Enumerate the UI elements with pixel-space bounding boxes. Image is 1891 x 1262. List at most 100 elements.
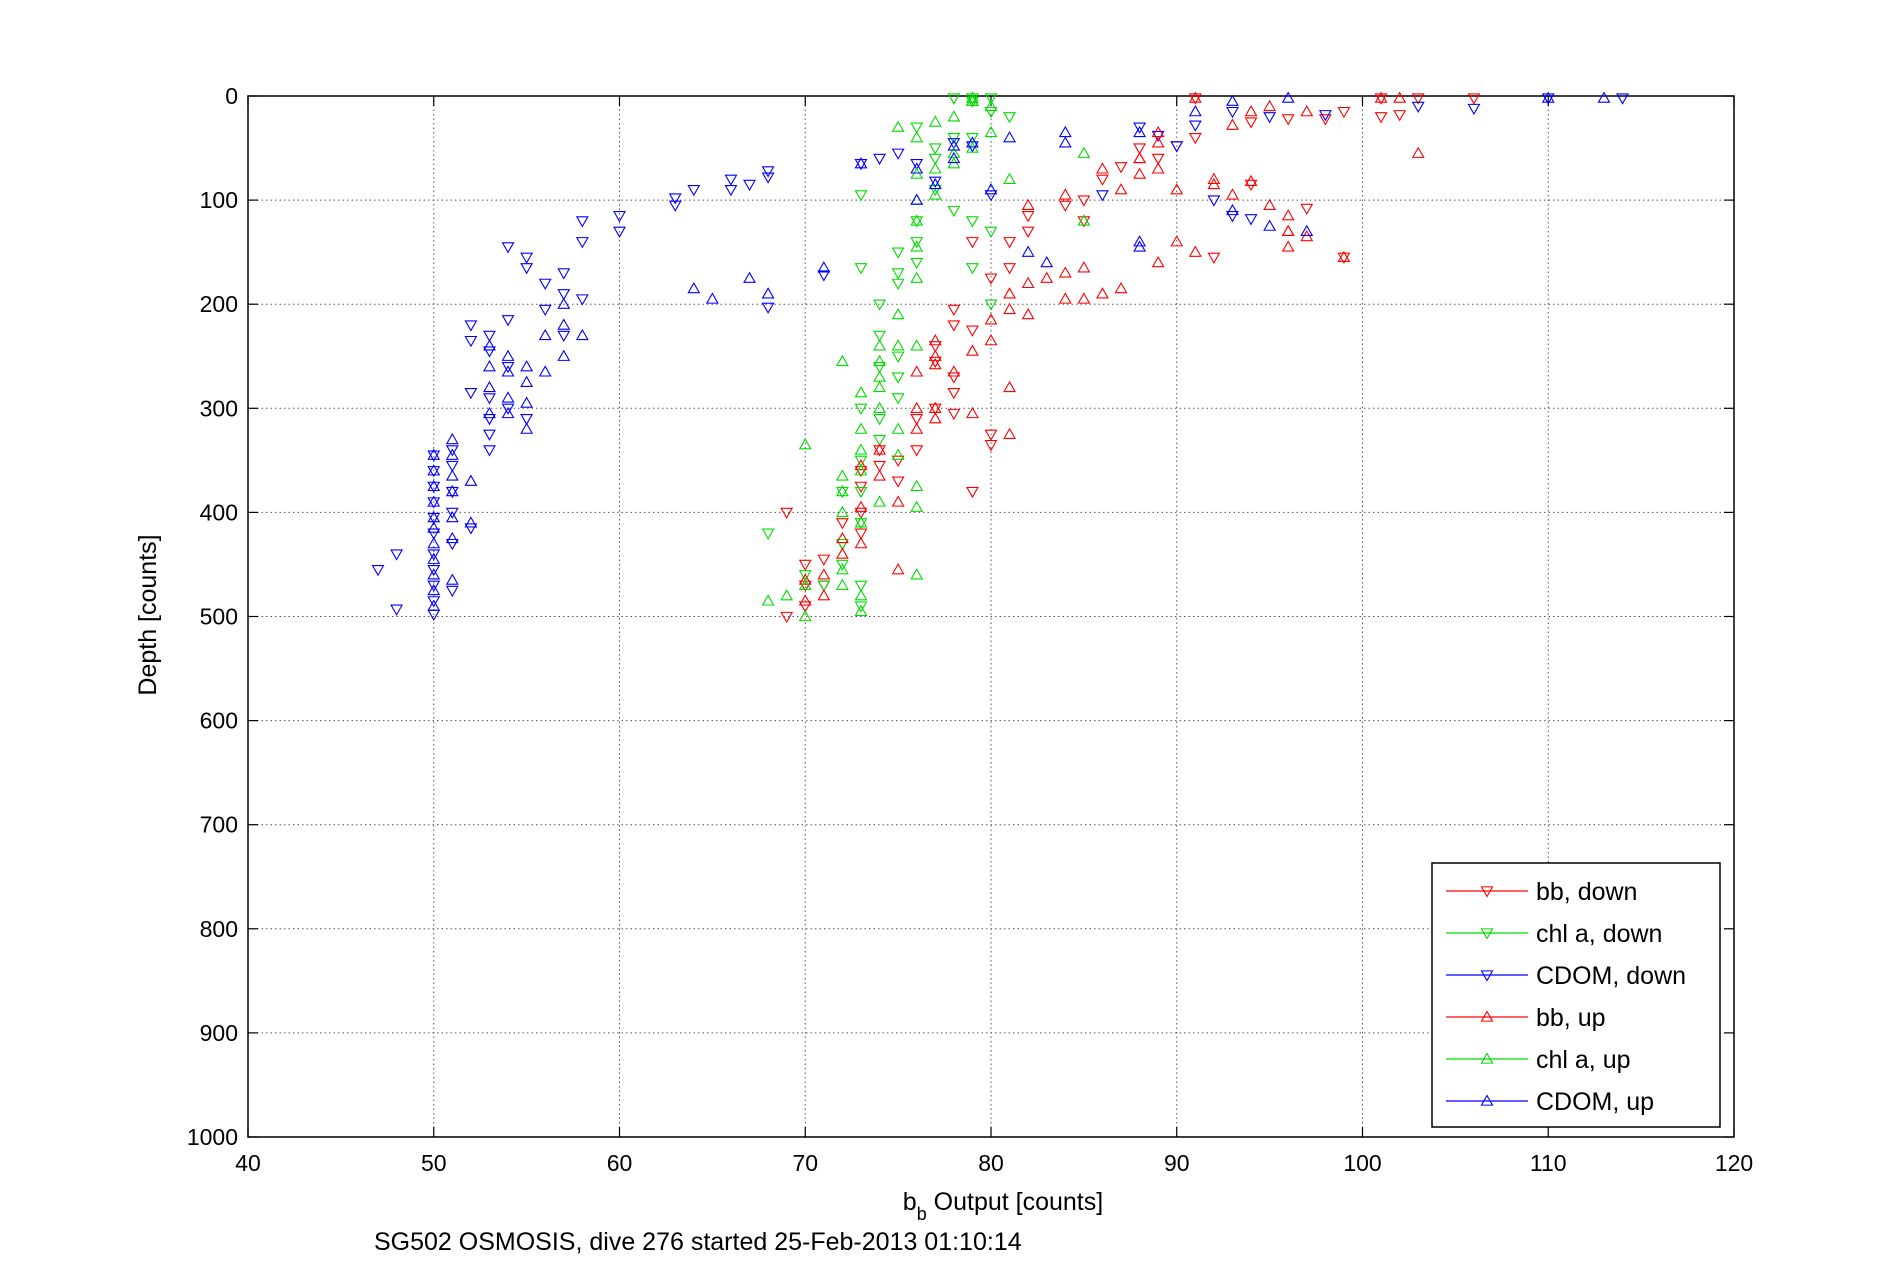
data-point — [910, 240, 924, 252]
data-point — [891, 351, 905, 363]
data-point — [483, 429, 496, 441]
data-point — [427, 464, 441, 476]
data-point — [891, 476, 905, 488]
data-point — [891, 339, 905, 351]
x-tick-label: 110 — [1530, 1150, 1567, 1176]
data-point — [817, 261, 831, 273]
data-point — [427, 450, 441, 462]
data-point — [1096, 287, 1109, 299]
data-point — [1281, 240, 1295, 252]
legend-label: bb, down — [1536, 878, 1637, 906]
data-point — [520, 375, 534, 387]
data-point — [873, 434, 886, 447]
x-axis-label-subscript: b — [917, 1204, 927, 1224]
legend-label: chl a, down — [1536, 920, 1662, 948]
data-point — [891, 247, 905, 259]
y-tick-label: 900 — [200, 1020, 238, 1046]
data-point — [835, 547, 849, 559]
series-5 — [427, 91, 1611, 611]
data-point — [1040, 271, 1054, 283]
data-point — [854, 403, 868, 415]
data-point — [928, 188, 942, 200]
data-point — [984, 440, 998, 452]
legend-label: chl a, up — [1536, 1046, 1631, 1074]
data-point — [910, 162, 924, 174]
data-point — [1077, 216, 1091, 228]
data-point — [445, 585, 459, 598]
data-points — [371, 91, 1629, 624]
data-point — [928, 177, 942, 190]
data-point — [910, 422, 924, 434]
data-point — [891, 563, 905, 575]
data-point — [427, 512, 441, 525]
data-point — [1114, 162, 1128, 174]
data-point — [483, 330, 496, 343]
axis-ticks: 40 50 60 70 80 90 100 110 120 0 100 200 300 400 500 600… — [187, 83, 1753, 1176]
data-point — [1597, 91, 1611, 103]
data-point — [501, 361, 515, 374]
data-point — [1021, 226, 1035, 238]
data-point — [1226, 106, 1239, 119]
data-point — [910, 257, 924, 270]
data-point — [817, 568, 831, 580]
data-point — [854, 580, 868, 592]
y-tick-label: 600 — [200, 708, 238, 734]
legend-label: CDOM, up — [1536, 1088, 1654, 1116]
data-point — [1133, 235, 1147, 247]
data-point — [780, 611, 794, 624]
data-point — [873, 330, 886, 343]
data-point — [910, 479, 924, 492]
data-point — [928, 176, 942, 188]
data-point — [501, 349, 515, 361]
y-tick-label: 0 — [225, 83, 238, 109]
data-point — [1096, 162, 1109, 174]
data-point — [1077, 261, 1091, 273]
data-point — [445, 469, 459, 481]
data-point — [873, 414, 886, 426]
data-point — [817, 589, 831, 601]
data-point — [427, 479, 441, 492]
data-point — [891, 448, 905, 460]
data-point — [445, 531, 459, 544]
data-point — [873, 354, 886, 367]
data-point — [984, 313, 998, 325]
data-point — [984, 429, 998, 441]
data-point — [798, 594, 812, 606]
data-point — [854, 158, 868, 171]
data-point — [854, 500, 868, 512]
x-tick-label: 70 — [792, 1150, 818, 1176]
data-point — [724, 185, 738, 197]
data-point — [928, 162, 942, 174]
data-point — [371, 564, 385, 577]
data-point — [1188, 245, 1202, 257]
data-point — [965, 237, 979, 249]
data-point — [798, 601, 812, 613]
data-point — [1263, 198, 1277, 210]
data-point — [873, 299, 886, 311]
data-point — [1263, 99, 1277, 112]
data-point — [1281, 224, 1295, 237]
data-point — [761, 172, 775, 184]
data-point — [1021, 198, 1035, 210]
data-point — [984, 93, 998, 105]
data-point — [873, 460, 886, 473]
data-point — [891, 393, 905, 405]
data-point — [947, 110, 961, 122]
data-point — [483, 414, 496, 426]
data-point — [965, 136, 979, 148]
data-point — [1058, 200, 1072, 212]
data-point — [575, 216, 589, 228]
data-point — [798, 559, 812, 572]
data-point — [854, 458, 868, 471]
series-3 — [798, 91, 1425, 606]
data-point — [613, 211, 626, 223]
data-point — [557, 268, 571, 280]
data-point — [965, 93, 979, 105]
data-point — [928, 412, 942, 424]
data-point — [445, 573, 459, 585]
data-point — [501, 391, 515, 403]
y-tick-label: 200 — [200, 291, 238, 317]
data-point — [1281, 114, 1295, 126]
data-point — [891, 308, 905, 320]
